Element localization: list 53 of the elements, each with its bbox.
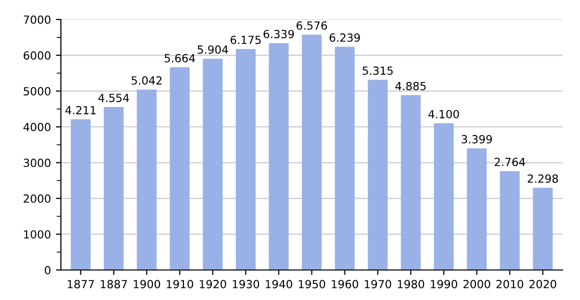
bar (202, 58, 223, 270)
x-tick-label: 1877 (68, 280, 94, 288)
y-tick-label: 1000 (24, 230, 50, 239)
bar (500, 171, 520, 270)
x-tick-label: 1990 (430, 280, 458, 288)
bar (302, 34, 322, 270)
bar (236, 49, 256, 270)
bar (466, 148, 487, 270)
y-tick-label: 0 (44, 266, 50, 274)
y-tick-label: 2000 (24, 194, 50, 203)
bar (400, 95, 421, 270)
data-label: 4.211 (65, 106, 96, 114)
x-tick-label: 1900 (134, 280, 160, 288)
data-label: 6.339 (264, 30, 294, 38)
x-tick-label: 1930 (232, 280, 260, 288)
y-tick-label: 3000 (24, 158, 50, 168)
y-tick-label: 7000 (24, 15, 50, 24)
y-tick-label: 5000 (24, 87, 50, 96)
bar (532, 188, 553, 270)
bar (70, 119, 91, 270)
bar (268, 43, 289, 270)
data-label: 3.399 (462, 135, 492, 144)
x-tick-label: 1940 (266, 280, 292, 288)
bar (136, 90, 157, 270)
bar (368, 80, 388, 270)
data-label: 6.175 (230, 36, 261, 44)
x-tick-label: 1920 (200, 280, 226, 288)
data-label: 4.885 (395, 82, 426, 90)
x-tick-label: 2000 (463, 280, 490, 288)
bar (104, 107, 124, 270)
bar (434, 123, 454, 270)
x-tick-label: 1887 (100, 280, 127, 288)
x-tick-label: 2020 (529, 280, 556, 288)
data-label: 5.042 (132, 76, 162, 85)
data-label: 4.100 (428, 110, 459, 118)
y-tick-label: 4000 (23, 122, 50, 132)
x-tick-label: 1950 (298, 280, 326, 288)
y-tick-label: 6000 (24, 51, 50, 60)
data-label: 6.576 (296, 21, 327, 30)
data-label: 4.554 (98, 94, 129, 102)
x-tick-label: 1980 (398, 280, 424, 288)
data-label: 5.664 (164, 54, 196, 62)
x-tick-label: 1910 (166, 280, 194, 288)
data-label: 6.239 (330, 33, 360, 42)
data-label: 2.298 (528, 174, 558, 183)
data-label: 2.764 (494, 158, 526, 166)
data-label: 5.904 (198, 45, 228, 54)
x-tick-label: 1970 (364, 280, 392, 288)
x-tick-label: 1960 (332, 280, 358, 288)
bar (170, 67, 190, 270)
bar (334, 46, 355, 270)
data-label: 5.315 (362, 66, 393, 75)
x-tick-label: 2010 (496, 280, 524, 288)
